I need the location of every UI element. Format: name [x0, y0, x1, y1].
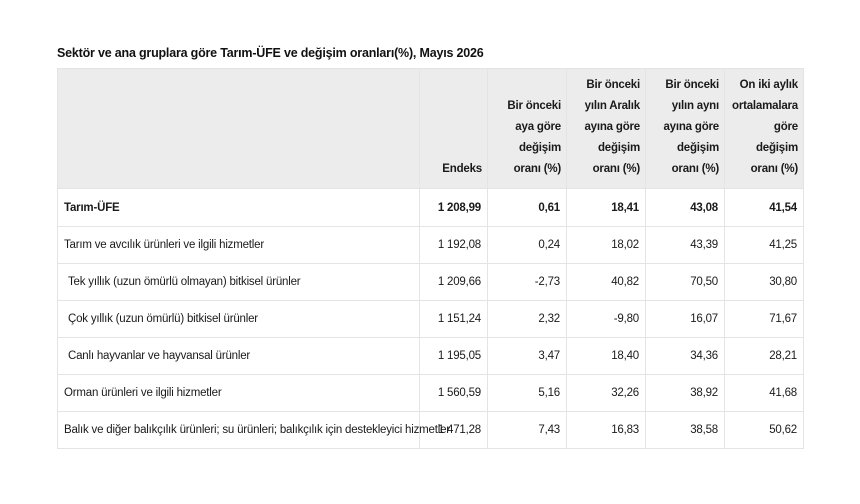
avg12-change-cell: 71,67 [724, 300, 804, 338]
header-12-month-average-change: On iki aylık ortalamalara göre değişim o… [724, 68, 804, 189]
avg12-change-cell: 41,54 [724, 188, 804, 227]
avg12-change-cell: 41,25 [724, 226, 804, 264]
header-row: Endeks Bir önceki aya göre değişim oranı… [57, 68, 804, 189]
avg12-change-cell: 28,21 [724, 337, 804, 375]
december-change-cell: -9,80 [566, 300, 646, 338]
december-change-cell: 18,41 [566, 188, 646, 227]
endeks-cell: 1 560,59 [419, 374, 488, 412]
table-row: Balık ve diğer balıkçılık ürünleri; su ü… [57, 411, 804, 449]
annual-change-cell: 38,58 [645, 411, 725, 449]
endeks-cell: 1 192,08 [419, 226, 488, 264]
monthly-change-cell: 0,24 [487, 226, 567, 264]
header-endeks: Endeks [419, 68, 488, 189]
table-row: Çok yıllık (uzun ömürlü) bitkisel ürünle… [57, 300, 804, 338]
header-december-change: Bir önceki yılın Aralık ayına göre değiş… [566, 68, 646, 189]
table-row: Orman ürünleri ve ilgili hizmetler 1 560… [57, 374, 804, 412]
header-monthly-change: Bir önceki aya göre değişim oranı (%) [487, 68, 567, 189]
monthly-change-cell: 7,43 [487, 411, 567, 449]
annual-change-cell: 16,07 [645, 300, 725, 338]
header-sector [57, 68, 420, 189]
avg12-change-cell: 50,62 [724, 411, 804, 449]
row-label: Tek yıllık (uzun ömürlü olmayan) bitkise… [57, 263, 420, 301]
endeks-cell: 1 471,28 [419, 411, 488, 449]
december-change-cell: 32,26 [566, 374, 646, 412]
row-label: Çok yıllık (uzun ömürlü) bitkisel ürünle… [57, 300, 420, 338]
row-label: Canlı hayvanlar ve hayvansal ürünler [57, 337, 420, 375]
price-index-table: Endeks Bir önceki aya göre değişim oranı… [57, 68, 804, 449]
table-row: Tek yıllık (uzun ömürlü olmayan) bitkise… [57, 263, 804, 301]
table-row: Tarım ve avcılık ürünleri ve ilgili hizm… [57, 226, 804, 264]
header-annual-change: Bir önceki yılın aynı ayına göre değişim… [645, 68, 725, 189]
annual-change-cell: 34,36 [645, 337, 725, 375]
table-title: Sektör ve ana gruplara göre Tarım-ÜFE ve… [57, 46, 484, 60]
endeks-cell: 1 151,24 [419, 300, 488, 338]
row-label: Tarım-ÜFE [57, 188, 420, 227]
monthly-change-cell: 0,61 [487, 188, 567, 227]
annual-change-cell: 70,50 [645, 263, 725, 301]
avg12-change-cell: 41,68 [724, 374, 804, 412]
monthly-change-cell: 3,47 [487, 337, 567, 375]
row-label: Orman ürünleri ve ilgili hizmetler [57, 374, 420, 412]
table-row: Tarım-ÜFE 1 208,99 0,61 18,41 43,08 41,5… [57, 188, 804, 227]
annual-change-cell: 43,39 [645, 226, 725, 264]
monthly-change-cell: 5,16 [487, 374, 567, 412]
endeks-cell: 1 209,66 [419, 263, 488, 301]
row-label: Balık ve diğer balıkçılık ürünleri; su ü… [57, 411, 450, 449]
monthly-change-cell: 2,32 [487, 300, 567, 338]
annual-change-cell: 38,92 [645, 374, 725, 412]
table-row: Canlı hayvanlar ve hayvansal ürünler 1 1… [57, 337, 804, 375]
december-change-cell: 18,40 [566, 337, 646, 375]
endeks-cell: 1 208,99 [419, 188, 488, 227]
annual-change-cell: 43,08 [645, 188, 725, 227]
monthly-change-cell: -2,73 [487, 263, 567, 301]
endeks-cell: 1 195,05 [419, 337, 488, 375]
december-change-cell: 40,82 [566, 263, 646, 301]
december-change-cell: 16,83 [566, 411, 646, 449]
avg12-change-cell: 30,80 [724, 263, 804, 301]
row-label: Tarım ve avcılık ürünleri ve ilgili hizm… [57, 226, 420, 264]
december-change-cell: 18,02 [566, 226, 646, 264]
